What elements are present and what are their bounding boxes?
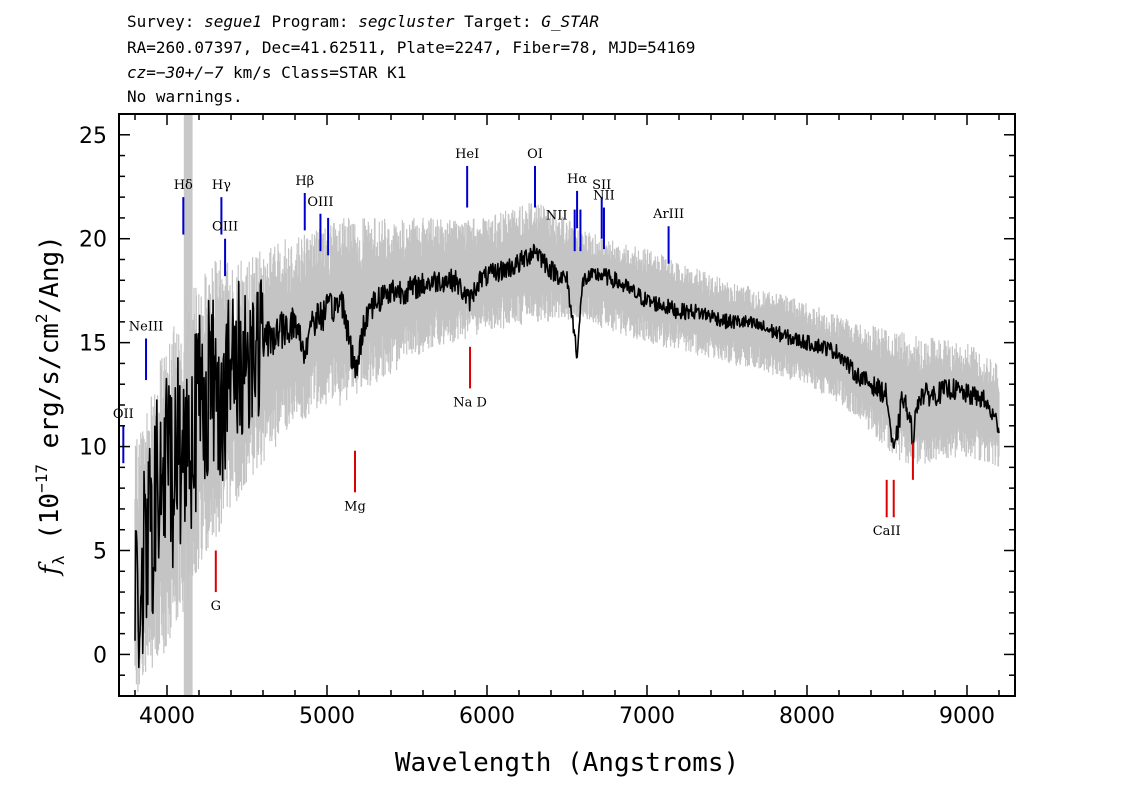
x-tick-label: 6000 [459,704,515,729]
header-line-3: cz=−30+/−7 km/s Class=STAR K1 [127,63,406,82]
line-label-16: G [211,599,221,614]
line-label-6: OIII [307,195,333,210]
line-label-10: NII [546,209,568,224]
x-tick-label: 5000 [299,704,355,729]
survey-label: Survey: [127,12,205,31]
target-label: Target: [454,12,542,31]
line-label-8: HeI [455,147,479,162]
header-line-2: RA=260.07397, Dec=41.62511, Plate=2247, … [127,38,696,57]
program-label: Program: [261,12,359,31]
line-label-5: Hβ [295,174,314,189]
svg-text:fλ (10−17 erg/s/cm2/Ang): fλ (10−17 erg/s/cm2/Ang) [32,235,68,577]
line-label-0: OII [113,407,134,422]
header-line-4: No warnings. [127,87,243,106]
y-tick-label: 20 [79,228,107,253]
y-axis-label: fλ (10−17 erg/s/cm2/Ang) [32,235,68,577]
line-label-14: NII [593,189,615,204]
line-label-11: Hα [567,172,587,187]
line-label-1: NeIII [129,319,163,334]
y-tick-label: 10 [79,436,107,461]
line-label-2: Hδ [174,178,193,193]
line-label-17: Mg [344,499,366,514]
y-tick-label: 15 [79,332,107,357]
y-tick-label: 5 [93,540,107,565]
flux-line [134,243,1000,669]
class-value: km/s Class=STAR K1 [223,63,407,82]
program-value: segcluster [358,12,455,31]
line-label-13: SII [592,178,611,193]
line-label-9: OI [527,147,543,162]
redshift-value: cz=−30+/−7 [127,63,224,82]
line-label-18: Na D [453,395,487,410]
line-label-15: ArIII [652,207,684,222]
line-label-3: Hγ [212,178,231,193]
line-label-19: CaII [873,524,901,539]
y-tick-label: 25 [79,124,107,149]
line-label-4: OIII [212,220,238,235]
x-tick-label: 7000 [619,704,675,729]
x-axis-label: Wavelength (Angstroms) [395,748,739,778]
x-tick-label: 8000 [779,704,835,729]
survey-value: segue1 [204,12,262,31]
x-tick-label: 4000 [139,704,195,729]
y-tick-label: 0 [93,643,107,668]
target-value: G_STAR [541,12,600,31]
x-tick-label: 9000 [939,704,995,729]
header-line-1: Survey: segue1 Program: segcluster Targe… [127,12,599,31]
